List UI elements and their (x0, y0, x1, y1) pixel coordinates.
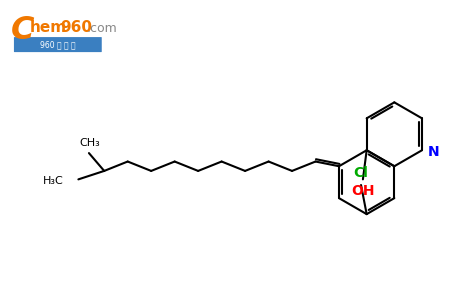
FancyBboxPatch shape (14, 37, 102, 52)
Text: C: C (10, 16, 34, 47)
Text: 960 化 工 网: 960 化 工 网 (40, 40, 75, 49)
Text: H₃C: H₃C (43, 176, 64, 186)
Text: Cl: Cl (354, 166, 368, 180)
Text: N: N (428, 145, 439, 159)
Text: CH₃: CH₃ (80, 138, 100, 148)
Text: OH: OH (351, 184, 374, 198)
Text: hem: hem (29, 20, 66, 35)
Text: .com: .com (87, 22, 118, 35)
Text: 960: 960 (60, 20, 92, 35)
